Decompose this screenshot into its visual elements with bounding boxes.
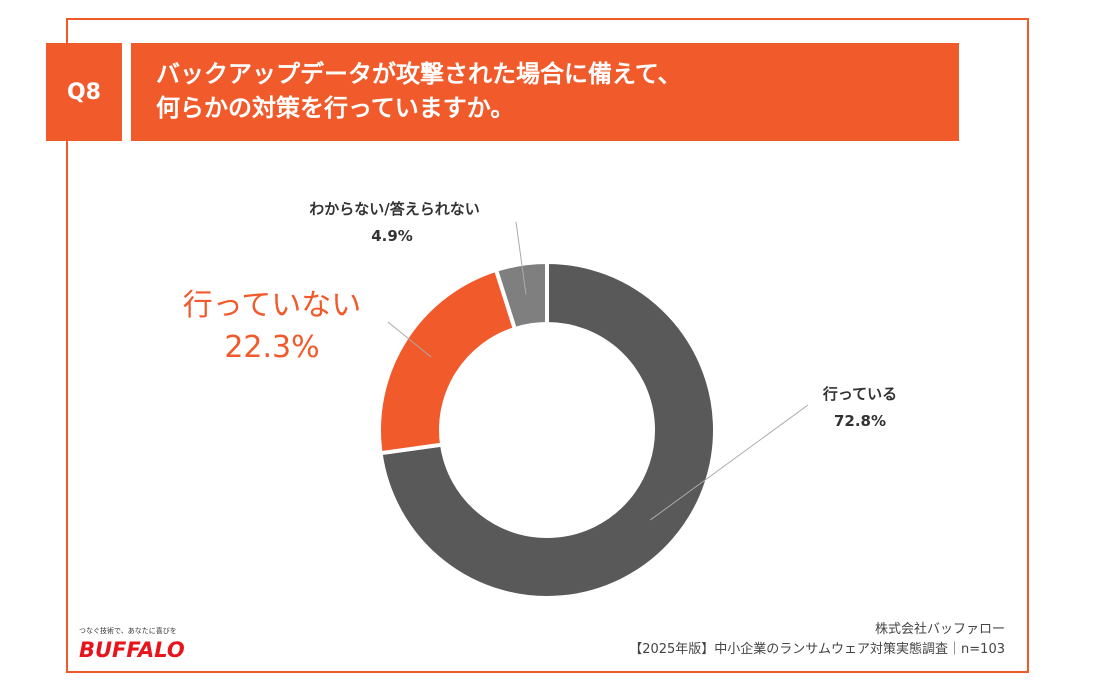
slice-value-doing: 72.8%: [833, 412, 887, 430]
slice-value-unknown: 4.9%: [371, 227, 413, 245]
slice-name-doing: 行っている: [822, 385, 898, 403]
logo-tagline: つなぐ技術で、あなたに喜びを: [79, 627, 177, 635]
slice-label-unknown: わからない/答えられない 4.9%: [282, 198, 507, 245]
slice-value-not-doing: 22.3%: [224, 330, 320, 365]
leader-line-doing: [650, 404, 809, 521]
question-title-line2: 何らかの対策を行っていますか。: [156, 94, 515, 122]
question-number-badge: Q8: [46, 43, 122, 141]
donut-slice-doing: [378, 259, 717, 600]
donut-slice-unknown: [493, 259, 549, 332]
slice-name-unknown: わからない/答えられない: [309, 200, 480, 218]
footer-company: 株式会社バッファロー: [874, 622, 1005, 637]
logo-brand: BUFFALO: [79, 638, 185, 662]
donut-slice-not-doing: [377, 267, 518, 456]
leader-line-not-doing: [387, 321, 432, 358]
question-title: バックアップデータが攻撃された場合に備えて、 何らかの対策を行っていますか。: [131, 43, 959, 141]
slice-name-not-doing: 行っていない: [182, 288, 362, 323]
footer-source: 株式会社バッファロー 【2025年版】中小企業のランサムウェア対策実態調査｜n=…: [629, 620, 1005, 660]
footer-survey: 【2025年版】中小企業のランサムウェア対策実態調査｜n=103: [629, 642, 1005, 657]
slice-label-doing: 行っている 72.8%: [800, 383, 920, 430]
slide-frame: [66, 18, 1029, 673]
buffalo-logo: つなぐ技術で、あなたに喜びを BUFFALO: [79, 626, 185, 662]
slice-label-not-doing: 行っていない 22.3%: [172, 280, 372, 365]
leader-line-unknown: [515, 221, 527, 295]
question-title-line1: バックアップデータが攻撃された場合に備えて、: [156, 60, 682, 88]
